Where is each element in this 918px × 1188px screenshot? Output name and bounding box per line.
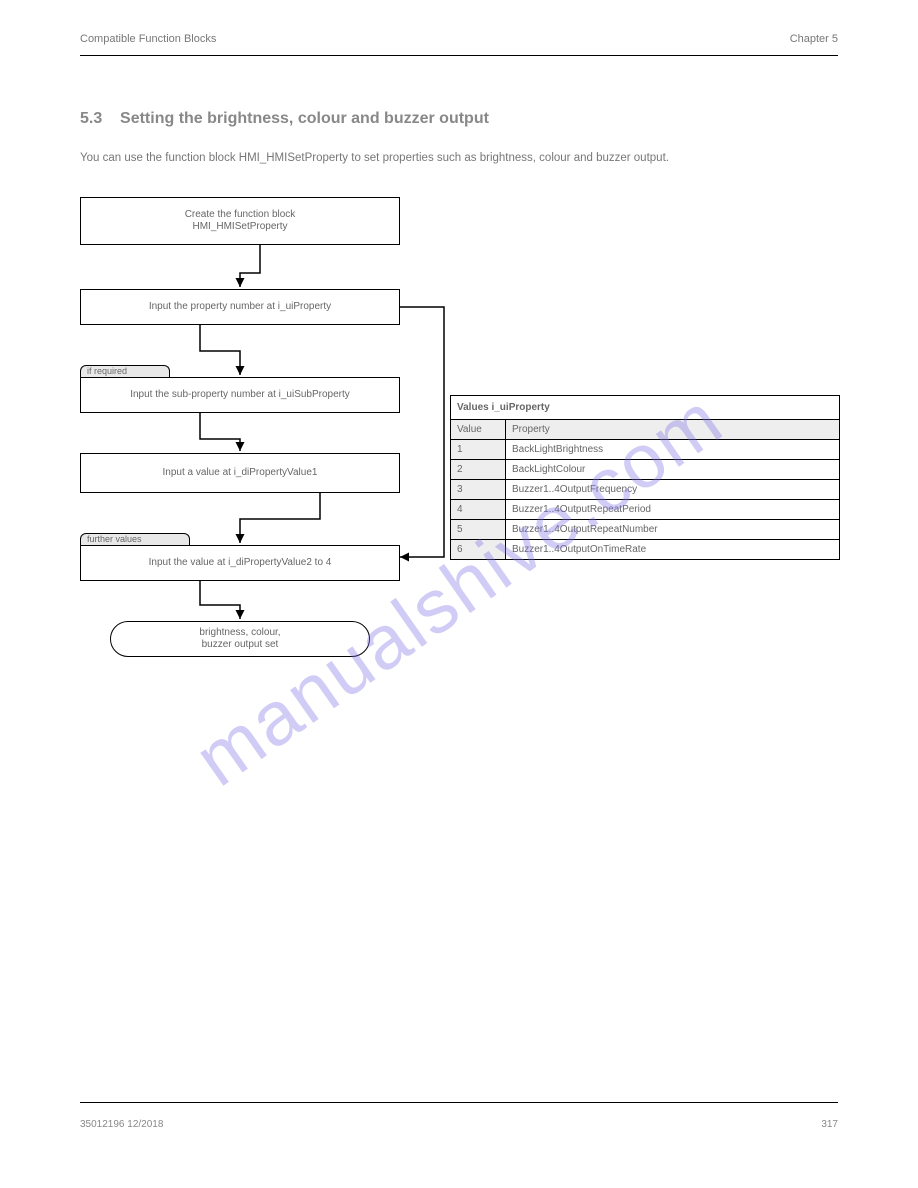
table-row: 5 Buzzer1..4OutputRepeatNumber [451, 520, 839, 540]
table-row: 4 Buzzer1..4OutputRepeatPeriod [451, 500, 839, 520]
footer-rule [80, 1102, 838, 1103]
section-number: 5.3 [80, 110, 102, 127]
intro-paragraph: You can use the function block HMI_HMISe… [80, 150, 669, 167]
table-cell: 4 [451, 500, 506, 519]
table-row: 2 BackLightColour [451, 460, 839, 480]
table-cell: 1 [451, 440, 506, 459]
header-rule [80, 55, 838, 56]
flow-node-create: Create the function blockHMI_HMISetPrope… [80, 197, 400, 245]
header-right: Chapter 5 [790, 33, 838, 45]
flow-node-label: Input the value at i_diPropertyValue2 to… [80, 545, 400, 581]
section-heading: Setting the brightness, colour and buzze… [120, 110, 489, 127]
flow-node-label: Create the function blockHMI_HMISetPrope… [185, 209, 296, 234]
flow-node-label: brightness, colour,buzzer output set [199, 627, 280, 652]
header-left: Compatible Function Blocks [80, 33, 216, 45]
values-table: Values i_uiProperty Value Property 1 Bac… [450, 395, 840, 560]
table-row: 6 Buzzer1..4OutputOnTimeRate [451, 540, 839, 559]
flow-node-property: Input the property number at i_uiPropert… [80, 289, 400, 325]
table-cell: Buzzer1..4OutputRepeatPeriod [506, 500, 839, 519]
flow-tab-label: further values [80, 533, 190, 545]
table-cell: 6 [451, 540, 506, 559]
flow-node-done: brightness, colour,buzzer output set [110, 621, 370, 657]
table-row: 1 BackLightBrightness [451, 440, 839, 460]
table-title: Values i_uiProperty [451, 396, 839, 420]
table-cell: 5 [451, 520, 506, 539]
table-head-col2: Property [506, 420, 839, 439]
table-head-row: Value Property [451, 420, 839, 440]
table-cell: Buzzer1..4OutputFrequency [506, 480, 839, 499]
table-cell: 3 [451, 480, 506, 499]
table-row: 3 Buzzer1..4OutputFrequency [451, 480, 839, 500]
table-head-col1: Value [451, 420, 506, 439]
flow-node-value2to4: further values Input the value at i_diPr… [80, 533, 400, 581]
footer-right: 317 [821, 1119, 838, 1130]
table-cell: 2 [451, 460, 506, 479]
flow-node-value1: Input a value at i_diPropertyValue1 [80, 453, 400, 493]
flow-node-subproperty: if required Input the sub-property numbe… [80, 365, 400, 413]
table-cell: BackLightColour [506, 460, 839, 479]
table-cell: Buzzer1..4OutputRepeatNumber [506, 520, 839, 539]
section-title: 5.3 Setting the brightness, colour and b… [80, 110, 489, 128]
flow-node-label: Input the property number at i_uiPropert… [149, 301, 331, 314]
table-cell: BackLightBrightness [506, 440, 839, 459]
page-frame: Compatible Function Blocks Chapter 5 5.3… [80, 55, 838, 1138]
flow-tab-label: if required [80, 365, 170, 377]
table-cell: Buzzer1..4OutputOnTimeRate [506, 540, 839, 559]
footer-left: 35012196 12/2018 [80, 1119, 163, 1130]
flow-node-label: Input a value at i_diPropertyValue1 [163, 467, 318, 480]
flow-node-label: Input the sub-property number at i_uiSub… [80, 377, 400, 413]
